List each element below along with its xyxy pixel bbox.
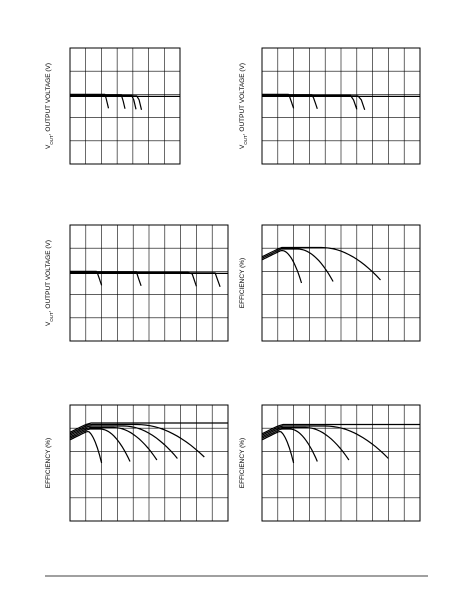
- y-axis-label: EFFICIENCY (%): [45, 438, 52, 488]
- plot-frame: [69, 224, 229, 342]
- chart: EFFICIENCY (%): [45, 404, 229, 522]
- y-axis-label: VOUT, OUTPUT VOLTAGE (V): [45, 63, 54, 149]
- plot-frame: [261, 224, 421, 342]
- curve: [261, 425, 389, 459]
- curve: [69, 425, 178, 459]
- chart: VOUT, OUTPUT VOLTAGE (V): [45, 47, 181, 165]
- curve: [261, 248, 334, 282]
- label-part: OUT: [243, 135, 248, 145]
- label-part: EFFICIENCY (%): [239, 258, 246, 308]
- y-axis-label: VOUT, OUTPUT VOLTAGE (V): [239, 63, 248, 149]
- curve: [69, 423, 205, 458]
- label-part: EFFICIENCY (%): [45, 438, 52, 488]
- curve: [69, 426, 158, 461]
- label-part: V: [239, 144, 246, 149]
- plot-frame: [261, 47, 421, 165]
- curve: [69, 430, 103, 464]
- curve: [70, 272, 221, 288]
- curve: [261, 249, 303, 284]
- curve: [69, 428, 131, 462]
- curve: [261, 246, 381, 281]
- curve: [69, 422, 228, 433]
- chart: VOUT, OUTPUT VOLTAGE (V): [239, 47, 421, 165]
- label-part: V: [45, 144, 52, 149]
- label-part: , OUTPUT VOLTAGE (V): [45, 240, 52, 312]
- chart: EFFICIENCY (%): [239, 404, 421, 522]
- curve: [261, 428, 318, 462]
- label-part: V: [45, 321, 52, 326]
- plot-frame: [69, 404, 229, 522]
- y-axis-label: EFFICIENCY (%): [239, 258, 246, 308]
- label-part: EFFICIENCY (%): [239, 438, 246, 488]
- curve: [70, 94, 137, 110]
- chart: EFFICIENCY (%): [239, 224, 421, 342]
- curve: [261, 423, 420, 435]
- label-part: OUT: [49, 312, 54, 322]
- chart: VOUT, OUTPUT VOLTAGE (V): [45, 224, 229, 342]
- y-axis-label: VOUT, OUTPUT VOLTAGE (V): [45, 240, 54, 326]
- plot-frame: [69, 47, 181, 165]
- curve: [261, 426, 350, 461]
- label-part: , OUTPUT VOLTAGE (V): [239, 63, 246, 135]
- y-axis-label: EFFICIENCY (%): [239, 438, 246, 488]
- plot-frame: [261, 404, 421, 522]
- label-part: , OUTPUT VOLTAGE (V): [45, 63, 52, 135]
- curve: [261, 430, 295, 464]
- label-part: OUT: [49, 135, 54, 145]
